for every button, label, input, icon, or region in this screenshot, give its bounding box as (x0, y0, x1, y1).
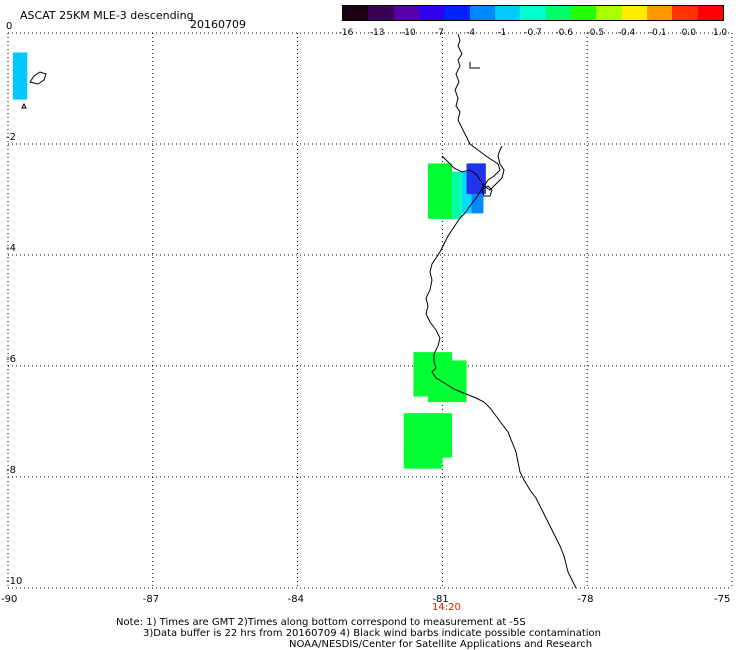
x-tick-label: -81 (432, 594, 449, 605)
product-title: ASCAT 25KM MLE-3 descending (20, 9, 194, 22)
y-tick-label: -2 (6, 132, 16, 143)
colorbar-label: -0.4 (617, 28, 636, 38)
graticule (7, 32, 733, 589)
colorbar-segment (520, 6, 546, 20)
y-tick-label: -8 (6, 465, 16, 476)
y-tick-label: -4 (6, 243, 16, 254)
y-tick-label: -10 (6, 576, 23, 587)
wind-cell (452, 171, 462, 219)
coastline (21, 33, 577, 589)
x-tick-label: -90 (1, 594, 18, 605)
colorbar-label: -16 (338, 28, 354, 38)
wind-cell (12, 52, 28, 100)
colorbar-segment (368, 6, 394, 20)
footnote-line-2: 3)Data buffer is 22 hrs from 20160709 4)… (143, 628, 601, 639)
y-tick-label: 0 (6, 21, 13, 32)
time-label: 14:20 (432, 602, 461, 613)
x-tick-label: -84 (287, 594, 304, 605)
wind-data-cells (12, 52, 486, 469)
wind-cell (403, 413, 453, 458)
colorbar-segment (418, 6, 445, 20)
colorbar-label: -0.1 (648, 28, 667, 38)
footnote-line-1: Note: 1) Times are GMT 2)Times along bot… (116, 617, 526, 628)
colorbar-label: -13 (369, 28, 385, 38)
wind-cell (403, 454, 443, 469)
colorbar-segment (570, 6, 597, 20)
coastline-galapagos (21, 71, 47, 109)
colorbar-label: -7 (435, 28, 444, 38)
x-tick-label: -78 (577, 594, 594, 605)
coastline-mainland (425, 33, 577, 589)
colorbar-label: -1 (497, 28, 507, 38)
colorbar-segment (672, 6, 698, 20)
colorbar-segment (494, 6, 521, 20)
colorbar-segment (621, 6, 647, 20)
wind-cell (427, 360, 467, 403)
colorbar-segment (469, 6, 495, 20)
colorbar-segment (697, 6, 723, 20)
wind-cell (427, 163, 453, 219)
colorbar-label: -0.5 (586, 28, 605, 38)
colorbar-segment (393, 6, 419, 20)
coastline-puna-island (481, 185, 493, 197)
colorbar-segment (343, 6, 369, 20)
y-tick-label: -6 (6, 354, 16, 365)
colorbar-label: -4 (466, 28, 476, 38)
product-date: 20160709 (190, 18, 246, 31)
colorbar-segment (646, 6, 673, 20)
colorbar-segment (596, 6, 622, 20)
x-tick-label: -87 (142, 594, 160, 605)
colorbar-segment (545, 6, 571, 20)
colorbar (342, 5, 724, 21)
footnote-line-3: NOAA/NESDIS/Center for Satellite Applica… (289, 639, 593, 650)
coastline-gulf-guayaquil (441, 145, 505, 191)
colorbar-segment (444, 6, 470, 20)
coastline-north-mark (469, 62, 480, 69)
x-tick-label: -75 (714, 594, 731, 605)
